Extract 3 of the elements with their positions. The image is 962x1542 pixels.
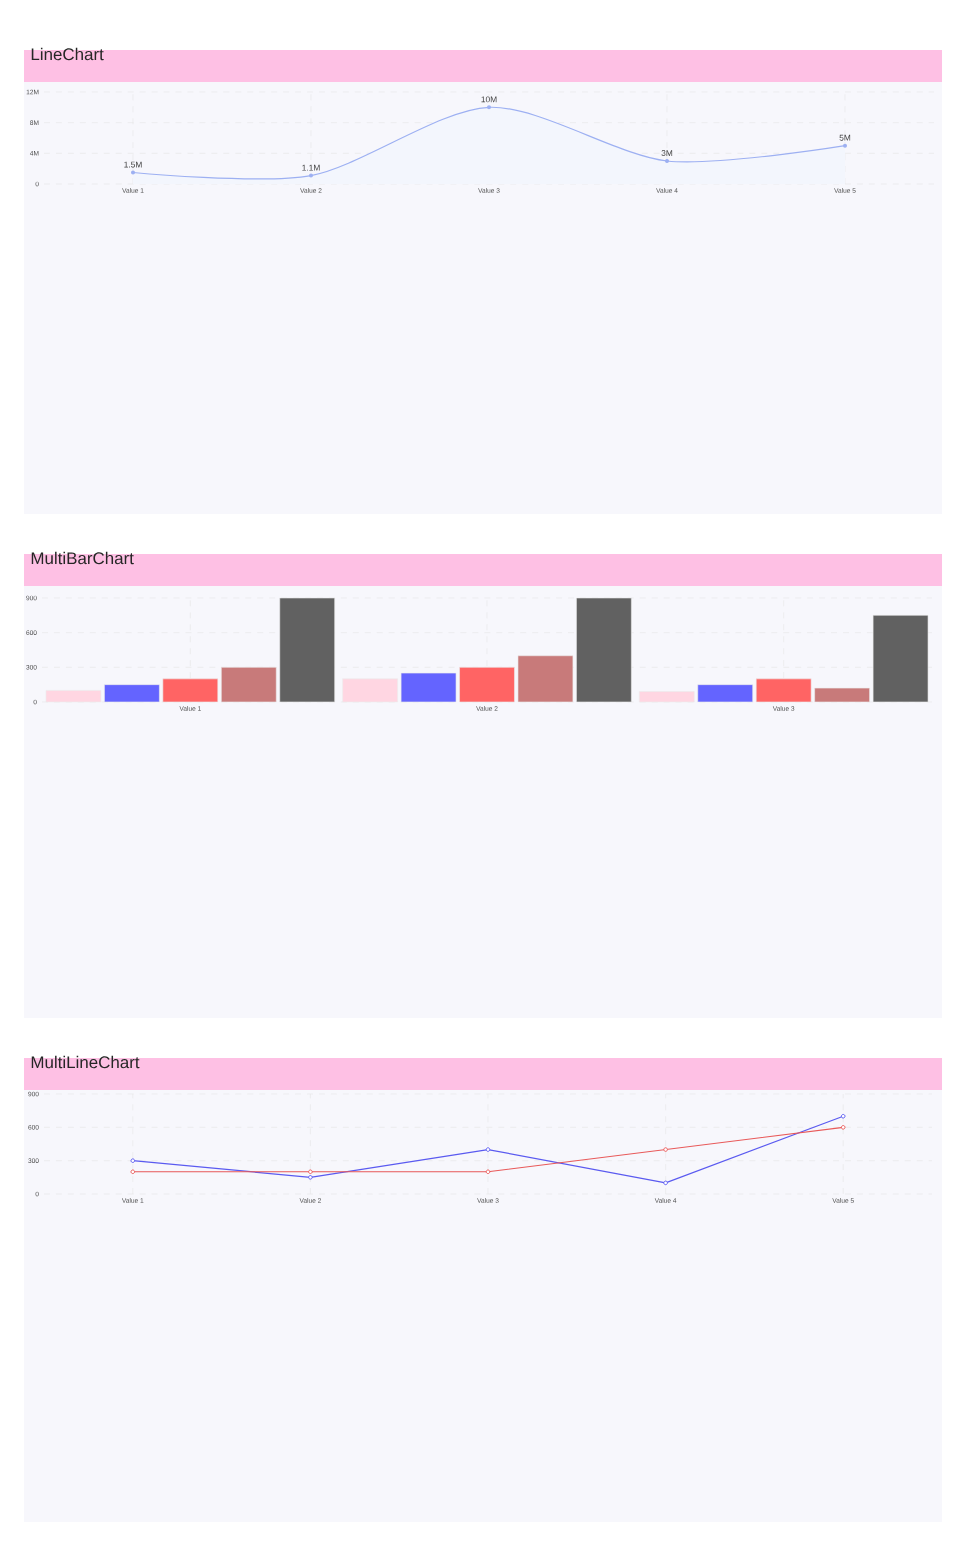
chart-title: MultiBarChart xyxy=(31,551,134,565)
chart-title: LineChart xyxy=(31,47,104,61)
chart-title: MultiLineChart xyxy=(31,1055,140,1069)
